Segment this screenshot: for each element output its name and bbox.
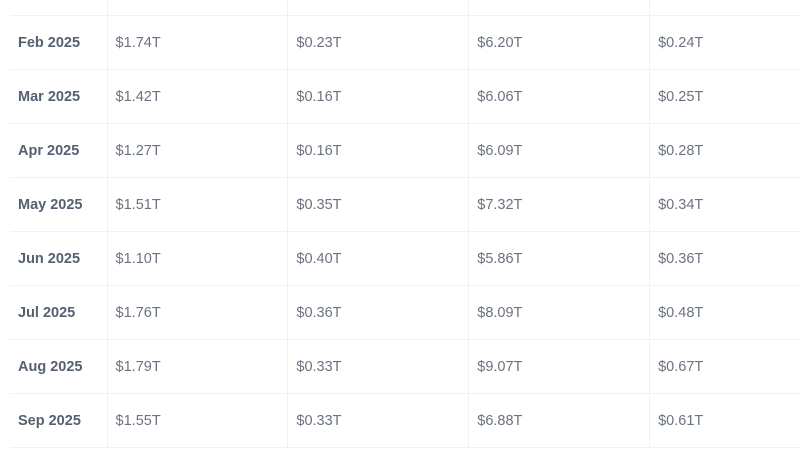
value-cell: $0.16T (287, 69, 470, 124)
value-cell: $0.48T (649, 285, 800, 340)
month-cell: May 2025 (10, 177, 108, 232)
value-cell: $1.51T (107, 177, 289, 232)
value-cell: $0.25T (649, 69, 800, 124)
value-cell: $0.36T (287, 285, 470, 340)
value-cell: $0.33T (287, 339, 470, 394)
table-row: Jun 2025 $1.10T $0.40T $5.86T $0.36T (10, 231, 800, 286)
value-cell: $0.35T (287, 177, 470, 232)
value-cell: $0.26T (649, 0, 800, 16)
value-cell: $0.67T (649, 339, 800, 394)
value-cell: $0.23T (287, 15, 470, 70)
month-cell: Sep 2025 (10, 393, 108, 448)
table-row: May 2025 $1.51T $0.35T $7.32T $0.34T (10, 177, 800, 232)
table-row: Apr 2025 $1.27T $0.16T $6.09T $0.28T (10, 123, 800, 178)
value-cell: $0.36T (649, 231, 800, 286)
table-row: Jul 2025 $1.76T $0.36T $8.09T $0.48T (10, 285, 800, 340)
month-cell: Apr 2025 (10, 123, 108, 178)
table-row: Feb 2025 $1.74T $0.23T $6.20T $0.24T (10, 15, 800, 70)
value-cell: $1.10T (107, 231, 289, 286)
month-cell: Aug 2025 (10, 339, 108, 394)
table-row: Aug 2025 $1.79T $0.33T $9.07T $0.67T (10, 339, 800, 394)
value-cell: $8.09T (468, 285, 651, 340)
table-row: Mar 2025 $1.42T $0.16T $6.06T $0.25T (10, 69, 800, 124)
month-cell: Mar 2025 (10, 69, 108, 124)
value-cell: $0.61T (649, 393, 800, 448)
value-cell: $2.21T (107, 0, 289, 16)
value-cell: $0.40T (287, 231, 470, 286)
month-cell: Feb 2025 (10, 15, 108, 70)
table-row: Sep 2025 $1.55T $0.33T $6.88T $0.61T (10, 393, 800, 448)
value-cell: $1.79T (107, 339, 289, 394)
value-cell: $0.16T (287, 123, 470, 178)
value-cell: $9.07T (468, 339, 651, 394)
data-table: Jan 2025$2.21T$0.38T$7.48T$0.26TFeb 2025… (10, 0, 800, 448)
value-cell: $7.48T (468, 0, 651, 16)
value-cell: $6.06T (468, 69, 651, 124)
value-cell: $6.09T (468, 123, 651, 178)
month-cell: Jul 2025 (10, 285, 108, 340)
value-cell: $6.88T (468, 393, 651, 448)
value-cell: $1.76T (107, 285, 289, 340)
month-cell: Jan 2025 (10, 0, 108, 16)
value-cell: $0.34T (649, 177, 800, 232)
value-cell: $7.32T (468, 177, 651, 232)
table-row: Jan 2025$2.21T$0.38T$7.48T$0.26T (10, 0, 800, 16)
value-cell: $1.74T (107, 15, 289, 70)
month-cell: Jun 2025 (10, 231, 108, 286)
value-cell: $1.55T (107, 393, 289, 448)
value-cell: $0.28T (649, 123, 800, 178)
value-cell: $0.24T (649, 15, 800, 70)
value-cell: $5.86T (468, 231, 651, 286)
value-cell: $6.20T (468, 15, 651, 70)
value-cell: $1.27T (107, 123, 289, 178)
value-cell: $1.42T (107, 69, 289, 124)
value-cell: $0.33T (287, 393, 470, 448)
value-cell: $0.38T (287, 0, 470, 16)
